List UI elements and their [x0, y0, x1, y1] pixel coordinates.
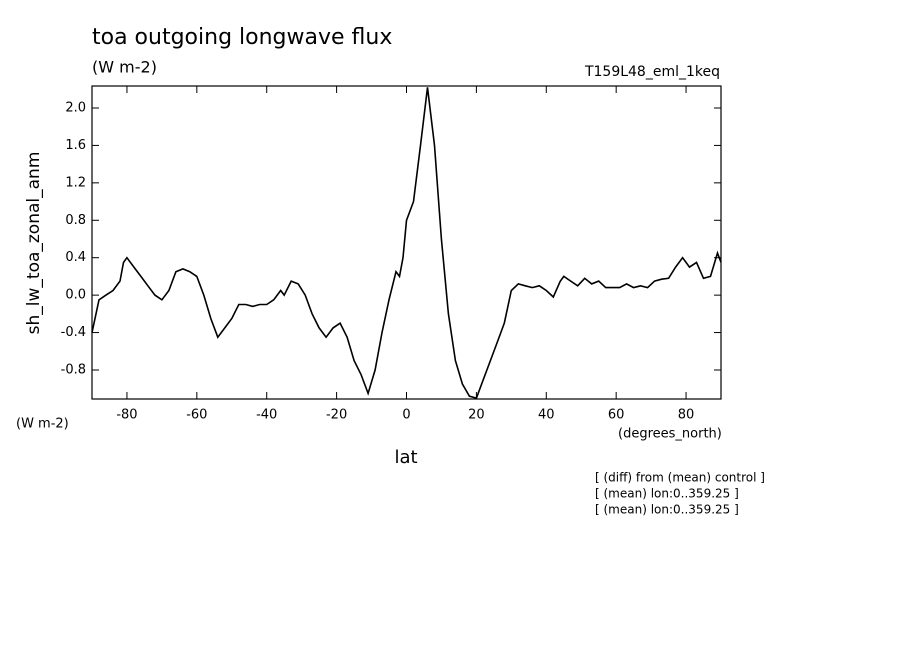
x-tick-label: 40: [538, 408, 555, 423]
y-tick-label: -0.8: [61, 362, 86, 377]
note: [ (mean) lon:0..359.25 ]: [595, 487, 739, 501]
x-tick-label: -80: [116, 408, 137, 423]
note: [ (diff) from (mean) control ]: [595, 471, 765, 485]
y-axis-label: sh_lw_toa_zonal_anm: [24, 152, 44, 335]
data-line: [91, 87, 722, 400]
y-tick-label: 1.6: [65, 138, 86, 153]
chart-title: toa outgoing longwave flux: [92, 25, 392, 50]
x-tick-label: -40: [256, 408, 277, 423]
dataset-label: T159L48_eml_1keq: [584, 64, 720, 80]
chart-subtitle: (W m-2): [92, 58, 157, 77]
y-tick-label: 0.8: [65, 213, 86, 228]
x-tick-label: 60: [608, 408, 625, 423]
x-tick-label: 0: [402, 408, 410, 423]
x-axis-label: lat: [394, 447, 417, 468]
x-tick-label: -60: [186, 408, 207, 423]
y-tick-label: 0.0: [65, 288, 86, 303]
plot-frame: [91, 85, 722, 400]
y-tick-label: 0.4: [65, 250, 86, 265]
x-units: (degrees_north): [618, 427, 722, 442]
y-units: (W m-2): [16, 417, 69, 432]
x-tick-label: -20: [326, 408, 347, 423]
note: [ (mean) lon:0..359.25 ]: [595, 503, 739, 517]
y-tick-label: 1.2: [65, 175, 86, 190]
y-tick-label: 2.0: [65, 100, 86, 115]
x-tick-label: 20: [468, 408, 485, 423]
y-tick-label: -0.4: [61, 325, 86, 340]
x-tick-label: 80: [678, 408, 695, 423]
